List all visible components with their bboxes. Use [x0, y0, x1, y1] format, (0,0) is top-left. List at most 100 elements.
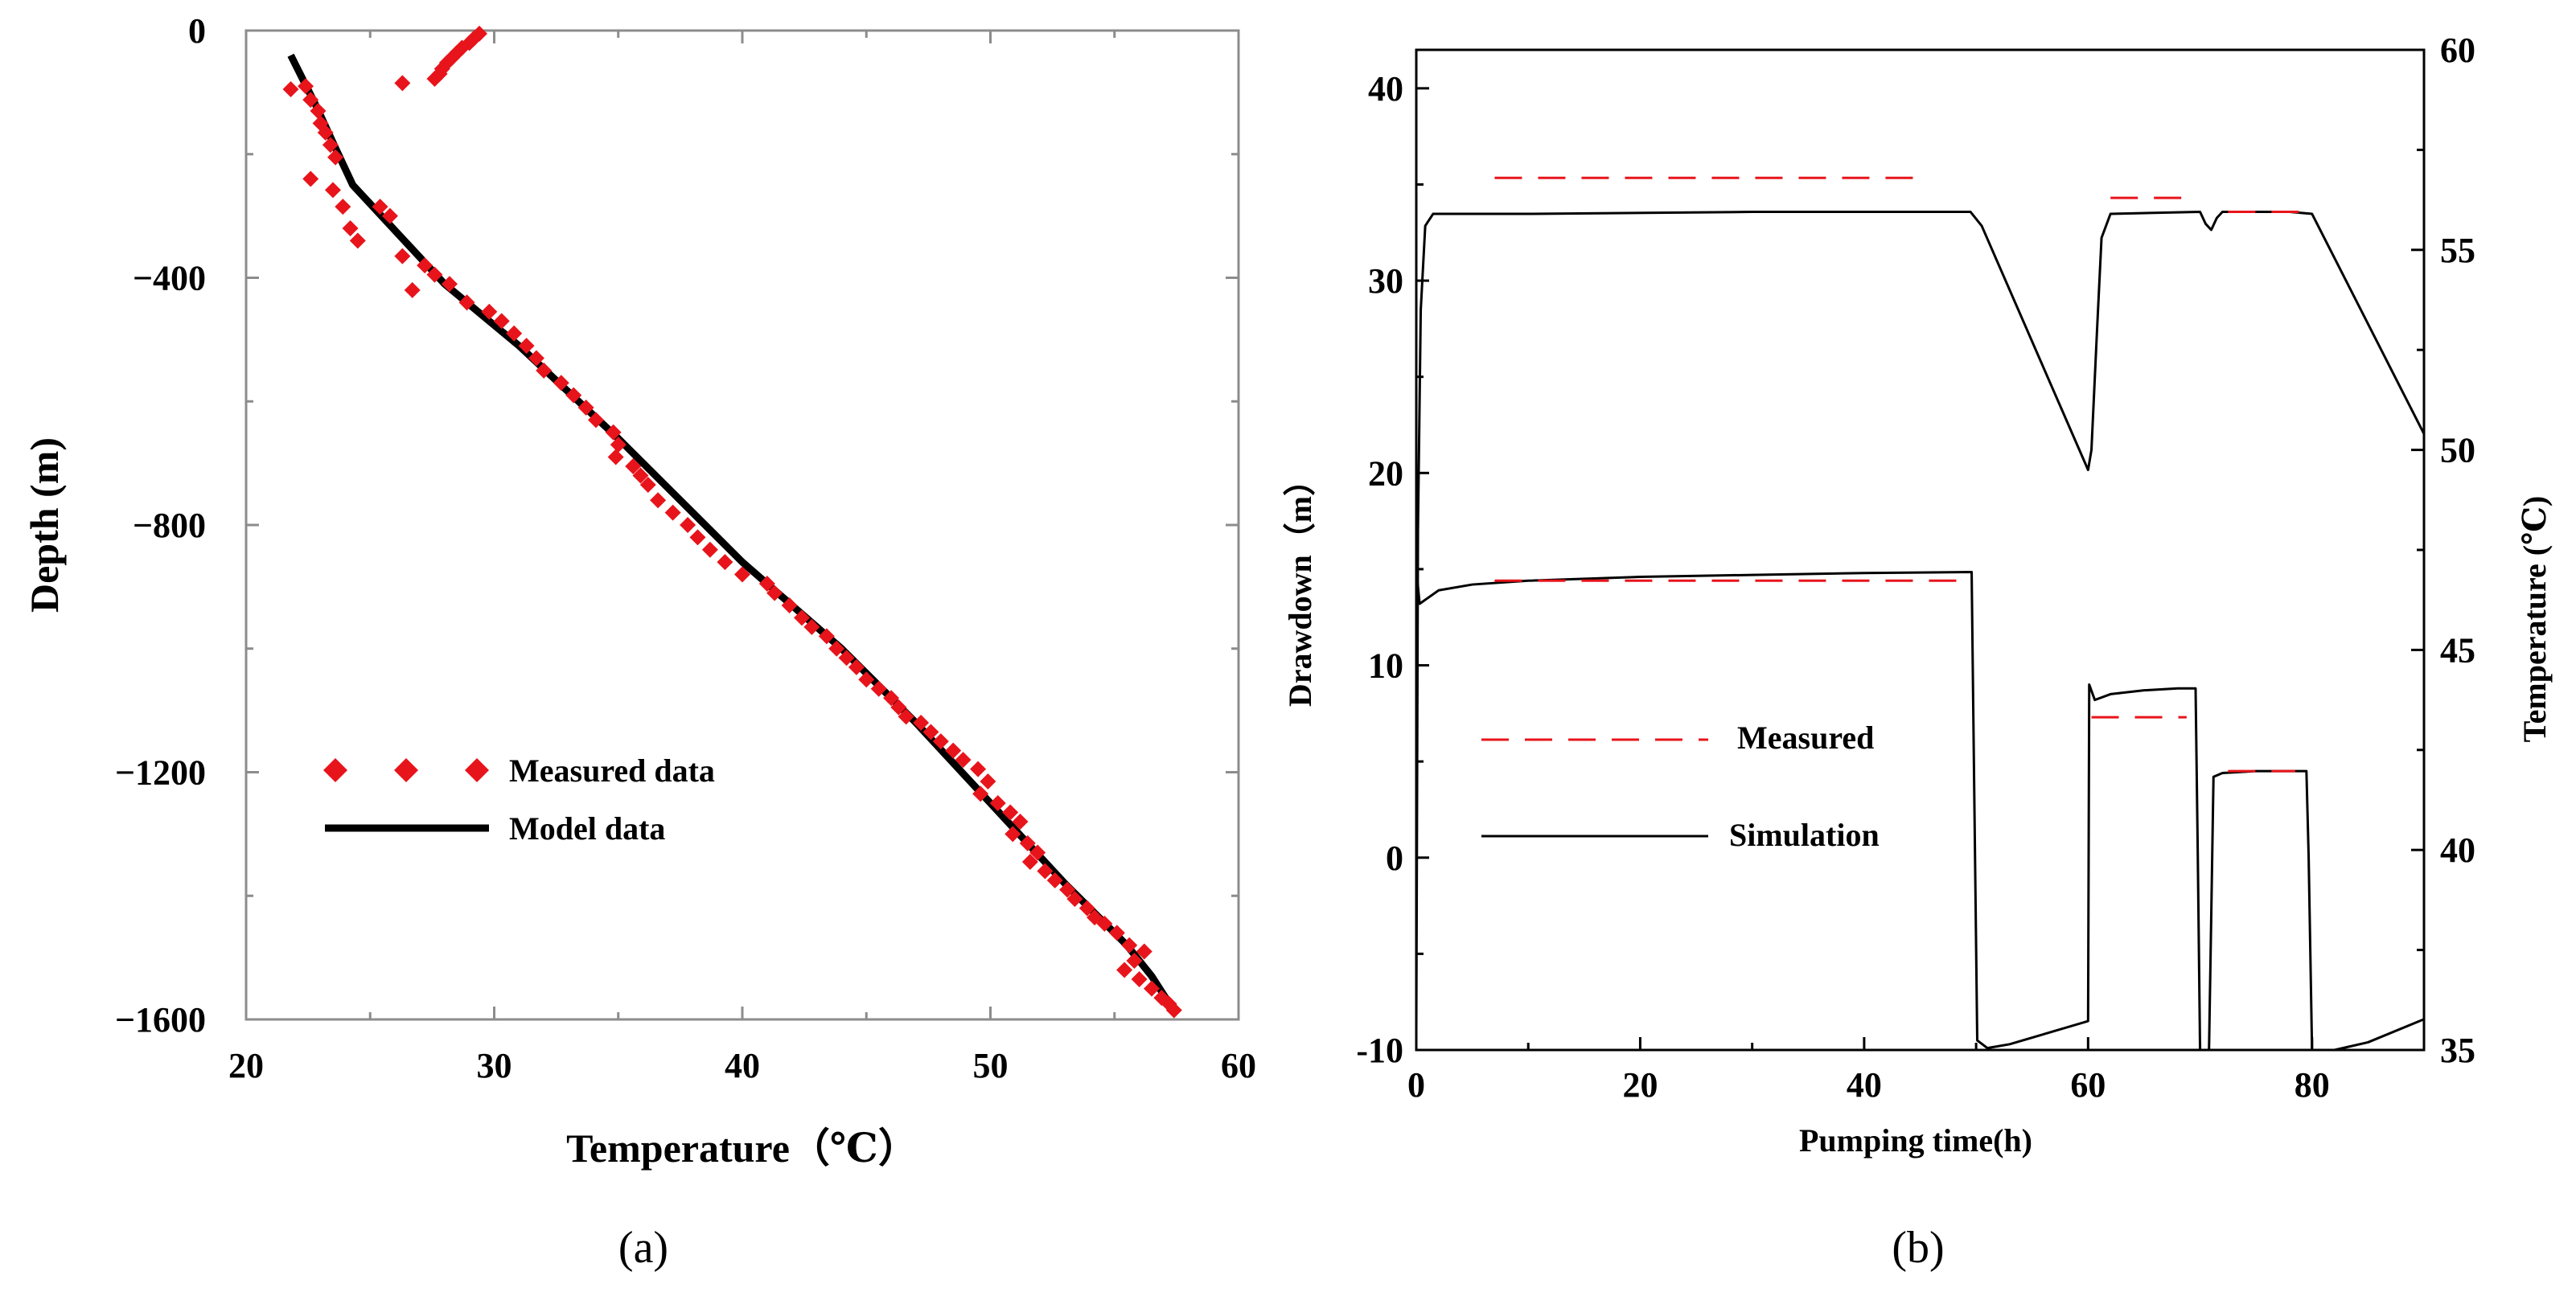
measured-point: [890, 699, 907, 716]
x-tick-label: 20: [1622, 1065, 1658, 1105]
legend-label-measured-b: Measured: [1737, 720, 1874, 756]
panel-a-x-axis-title: Temperature（℃）: [566, 1126, 918, 1171]
measured-point: [426, 70, 443, 87]
y-tick-label: 20: [1368, 453, 1403, 493]
x-tick-label: 60: [2070, 1065, 2106, 1105]
measured-point: [528, 350, 544, 367]
measured-point: [1021, 853, 1038, 870]
measured-point: [781, 597, 798, 613]
measured-point: [577, 399, 594, 416]
measured-point: [664, 504, 681, 521]
measured-point: [1046, 872, 1063, 889]
measured-point: [794, 609, 811, 626]
y2-tick-label: 50: [2440, 431, 2475, 470]
measured-point: [898, 708, 914, 725]
legend-label-measured: Measured data: [509, 753, 715, 789]
x-tick-label: 40: [725, 1046, 760, 1085]
measured-point: [972, 785, 989, 802]
measured-point: [493, 313, 510, 330]
panel-b-ticks: [1415, 48, 2426, 1052]
measured-point: [989, 794, 1006, 811]
measured-point: [680, 517, 696, 533]
x-tick-label: 40: [1847, 1065, 1882, 1105]
measured-point: [565, 387, 582, 404]
panel-a: 20 30 40 50 60 0 −400 −800 −1200 −1600 Temperatur…: [22, 11, 1256, 1273]
panel-b-legend: Measured Simulation: [1481, 720, 1880, 853]
y-tick-label: 10: [1368, 646, 1403, 686]
measured-point: [1108, 925, 1125, 941]
measured-point: [335, 199, 351, 215]
measured-point: [1131, 971, 1148, 988]
panel-b-y2-axis-title: Temperature (℃): [2516, 496, 2553, 743]
y-tick-label: 40: [1368, 69, 1403, 109]
y-tick-label: −800: [133, 506, 206, 545]
measured-point: [404, 281, 421, 298]
measured-point: [913, 715, 930, 731]
simulation-drawdown-line: [1415, 568, 2425, 1052]
measured-point: [625, 457, 642, 474]
measured-point: [870, 680, 887, 697]
x-tick-label: 0: [1407, 1065, 1425, 1105]
measured-point: [605, 424, 622, 441]
y2-tick-label: 45: [2440, 630, 2475, 670]
y2-tick-label: 35: [2440, 1031, 2475, 1070]
panel-a-y-axis-title: Depth (m): [22, 437, 67, 613]
x-tick-label: 20: [228, 1046, 264, 1085]
panel-b-plot-frame: [1415, 48, 2426, 1052]
measured-point: [1078, 900, 1095, 917]
measured-point: [1087, 909, 1103, 926]
measured-point: [639, 477, 656, 494]
panel-a-ticks: [244, 29, 1240, 1021]
legend-marker-measured-3: [465, 758, 489, 782]
panel-a-tick-labels: 20 30 40 50 60 0 −400 −800 −1200 −1600: [115, 11, 1256, 1085]
measured-point: [506, 325, 523, 342]
measured-point: [803, 618, 820, 635]
measured-point: [302, 170, 319, 187]
measured-point: [426, 266, 443, 283]
measured-point: [650, 492, 667, 509]
y-tick-label: 0: [188, 11, 206, 51]
y2-tick-label: 55: [2440, 231, 2475, 270]
measured-point: [1136, 943, 1152, 960]
measured-point: [1096, 915, 1113, 932]
measured-point: [441, 276, 458, 293]
measured-point: [848, 658, 865, 675]
panel-a-legend: Measured data Model data: [323, 753, 715, 847]
measured-point: [587, 412, 604, 429]
legend-label-model: Model data: [509, 810, 665, 847]
measured-point: [342, 220, 359, 236]
measured-point: [828, 640, 845, 657]
panel-b-data: [1415, 176, 2426, 1052]
measured-point: [980, 773, 996, 790]
measured-point: [324, 182, 341, 199]
measured-point: [818, 628, 835, 645]
panel-b-y-axis-title: Drawdown（m）: [1282, 464, 1318, 707]
panel-a-data: [282, 25, 1182, 1019]
y-tick-label: -10: [1356, 1031, 1403, 1070]
measured-point: [932, 733, 949, 750]
measured-point: [734, 566, 750, 583]
measured-point: [632, 467, 649, 484]
measured-point: [1121, 937, 1138, 954]
measured-point: [717, 554, 733, 571]
measured-point: [1165, 1002, 1182, 1019]
measured-point: [394, 75, 411, 92]
measured-point: [1005, 826, 1021, 843]
measured-point: [1029, 844, 1046, 861]
measured-point: [381, 207, 398, 224]
measured-point: [322, 137, 339, 154]
x-tick-label: 50: [973, 1046, 1009, 1085]
panel-b-x-axis-title: Pumping time(h): [1799, 1122, 2032, 1159]
y-tick-label: 0: [1386, 839, 1403, 878]
measured-point: [922, 724, 939, 740]
measured-point: [310, 102, 327, 119]
measured-point: [317, 124, 334, 141]
measured-point: [1066, 891, 1083, 908]
model-data-line: [287, 53, 1175, 1010]
y-tick-label: −1200: [115, 753, 206, 793]
x-tick-label: 80: [2295, 1065, 2330, 1105]
y2-tick-label: 60: [2440, 31, 2475, 70]
measured-point: [282, 81, 299, 98]
